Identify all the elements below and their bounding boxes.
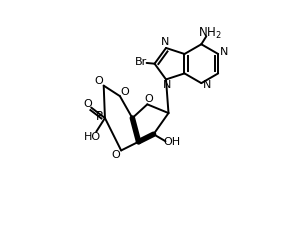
Text: NH$_2$: NH$_2$ — [198, 26, 222, 41]
Text: N: N — [203, 80, 211, 90]
Text: P: P — [96, 110, 103, 123]
Text: O: O — [120, 87, 129, 97]
Text: O: O — [83, 99, 92, 109]
Text: N: N — [161, 38, 169, 47]
Text: O: O — [94, 76, 103, 86]
Text: O: O — [112, 150, 120, 160]
Text: OH: OH — [163, 138, 180, 147]
Text: N: N — [219, 47, 228, 57]
Text: O: O — [144, 94, 153, 104]
Text: HO: HO — [84, 132, 101, 142]
Text: Br: Br — [135, 57, 147, 68]
Text: N: N — [163, 80, 171, 90]
